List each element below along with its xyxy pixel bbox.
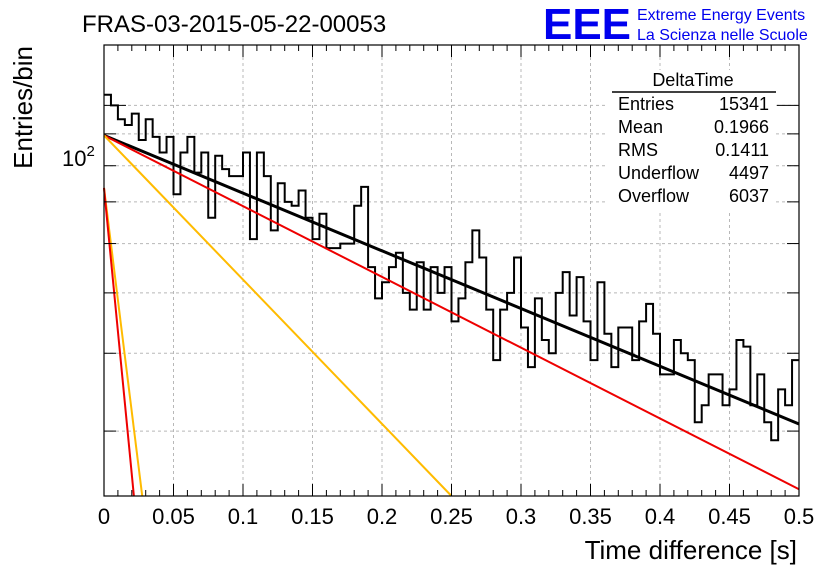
stats-box: DeltaTime Entries 15341 Mean 0.1966 RMS 0.141… — [608, 70, 776, 210]
x-tick-label: 0.25 — [430, 504, 473, 529]
x-tick-label: 0.35 — [569, 504, 612, 529]
logo-line1: Extreme Energy Events — [637, 7, 805, 24]
fit-line-1 — [103, 133, 800, 426]
x-tick-label: 0.1 — [228, 504, 259, 529]
stats-row-label: Mean — [618, 117, 663, 137]
fit-line-2 — [103, 134, 800, 491]
stats-row-value: 15341 — [719, 94, 769, 114]
x-tick-labels: 0 0.05 0.1 0.15 0.2 0.25 0.3 0.35 0.4 0.45 0.5 — [98, 504, 814, 529]
chart-title: FRAS-03-2015-05-22-00053 — [82, 11, 386, 38]
y-tick-label: 102 — [62, 143, 95, 171]
stats-row-label: Entries — [618, 94, 674, 114]
eee-logo: EEE Extreme Energy Events La Scienza nel… — [543, 0, 808, 49]
fit-line-5 — [103, 187, 135, 497]
x-tick-label: 0.15 — [291, 504, 334, 529]
stats-row-value: 0.1411 — [715, 140, 769, 160]
fit-line-4 — [103, 187, 144, 497]
y-axis-title: Entries/bin — [8, 46, 38, 169]
stats-row-label: Overflow — [618, 186, 690, 206]
x-tick-label: 0.45 — [708, 504, 751, 529]
plot-area — [103, 93, 800, 497]
stats-box-title: DeltaTime — [652, 70, 733, 90]
x-tick-label: 0 — [98, 504, 110, 529]
grid-lines — [104, 45, 799, 496]
logo-line2: La Scienza nelle Scuole — [637, 27, 808, 44]
x-tick-label: 0.2 — [367, 504, 398, 529]
axis-ticks — [103, 45, 800, 496]
stats-row-value: 6037 — [729, 186, 769, 206]
stats-row-value: 4497 — [729, 163, 769, 183]
stats-row-value: 0.1966 — [714, 117, 769, 137]
x-tick-label: 0.05 — [152, 504, 195, 529]
histogram-series — [104, 93, 799, 442]
stats-row-label: RMS — [618, 140, 658, 160]
stats-row-label: Underflow — [618, 163, 700, 183]
stats-box-background — [608, 70, 776, 210]
x-axis-title: Time difference [s] — [585, 535, 797, 565]
x-tick-label: 0.4 — [645, 504, 676, 529]
fit-line-3 — [103, 134, 453, 497]
x-tick-label: 0.3 — [506, 504, 537, 529]
logo-letters: EEE — [543, 0, 631, 49]
x-tick-label: 0.5 — [784, 504, 815, 529]
